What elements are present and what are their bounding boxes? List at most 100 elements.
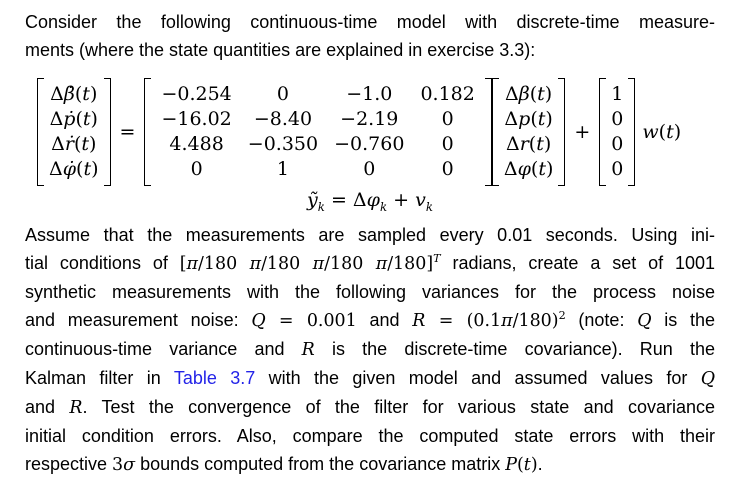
text-segment: T xyxy=(433,252,441,265)
text-segment: v xyxy=(415,189,426,211)
right-bracket xyxy=(103,78,111,186)
process-noise-term: w(t) xyxy=(642,120,681,145)
text-segment: ) xyxy=(90,108,98,130)
text-line: initial condition errors. Also, compare … xyxy=(25,422,715,450)
state-equation: Δβ̇(t) Δṗ(t) Δṙ(t) Δφ̇(t) = −0.254 0 −1.0… xyxy=(37,78,715,186)
text-segment: ) xyxy=(545,158,554,180)
left-bracket xyxy=(491,78,499,186)
text-segment: ( xyxy=(529,83,538,105)
text-segment: w xyxy=(642,120,659,143)
text-segment: Δ xyxy=(505,133,520,155)
text-segment: = 0.001 xyxy=(265,311,357,331)
text-line: continuous-time variance and R is the di… xyxy=(25,335,715,364)
text-segment: Δ xyxy=(49,108,64,130)
text-line: and measurement noise: Q = 0.001 and R =… xyxy=(25,306,715,335)
text-segment: Q xyxy=(700,369,715,389)
text-segment: . Test the convergence of the filter for… xyxy=(82,397,716,417)
text-segment: and xyxy=(25,397,70,417)
text-segment: π xyxy=(501,311,513,331)
text-segment: Q xyxy=(637,311,652,331)
text-segment: Δ xyxy=(505,83,519,105)
matrix-cell: −1.0 xyxy=(346,83,393,105)
text-segment: ) xyxy=(89,83,98,105)
text-segment: ṗ xyxy=(63,108,76,130)
text-segment: π xyxy=(249,254,262,274)
text-segment: radians, create a set of 1001 xyxy=(440,253,716,273)
text-segment: Δ xyxy=(504,108,519,130)
text-segment: ) xyxy=(91,158,99,180)
text-segment: 1 xyxy=(611,83,624,105)
text-line: Δr(t) xyxy=(504,132,554,157)
left-bracket xyxy=(599,78,607,186)
plus-sign: + xyxy=(574,121,591,143)
text-segment: and measurement noise: xyxy=(25,310,252,330)
matrix-cell: 0 xyxy=(441,108,454,130)
text-line: 1 xyxy=(611,82,623,107)
matrix-cell: −8.40 xyxy=(253,108,313,130)
text-segment: t xyxy=(82,108,91,130)
text-segment: synthetic measurements with the followin… xyxy=(25,282,715,302)
matrix-cell: −0.254 xyxy=(161,83,232,105)
text-segment: Kalman filter in xyxy=(25,368,174,388)
text-line: 0 xyxy=(611,107,623,132)
input-vector: 1 0 0 0 xyxy=(599,78,636,186)
text-line: Δβ̇(t) xyxy=(49,82,99,107)
text-segment: . xyxy=(537,454,543,474)
text-line: ments (where the state quantities are ex… xyxy=(25,36,715,64)
text-segment: β xyxy=(518,83,530,105)
text-segment: ( xyxy=(530,108,538,130)
text-segment: t xyxy=(523,455,531,475)
text-segment: t xyxy=(666,120,674,143)
text-segment: 3 xyxy=(112,455,124,475)
text-segment: /180) xyxy=(512,311,559,331)
text-segment: /180 xyxy=(261,254,313,274)
text-segment: ỹ xyxy=(307,189,318,211)
text-segment: [ xyxy=(179,254,187,274)
text-segment: ( xyxy=(74,83,83,105)
text-segment: Δ xyxy=(51,133,65,155)
text-line: Consider the following continuous-time m… xyxy=(25,8,715,36)
text-segment: 0 xyxy=(611,133,624,155)
text-segment: t xyxy=(537,108,546,130)
text-line: 0 xyxy=(611,157,623,182)
text-segment: /180] xyxy=(387,254,434,274)
system-matrix: −0.254 0 −1.0 0.182 −16.02 −8.40 −2.19 0… xyxy=(144,78,492,186)
text-segment: σ xyxy=(123,455,136,475)
text-segment: t xyxy=(538,158,546,180)
matrix-cell: 0 xyxy=(276,83,289,105)
text-segment: t xyxy=(82,83,90,105)
equals-sign: = xyxy=(119,121,136,143)
text-segment: tial conditions of xyxy=(25,253,180,273)
text-segment: r xyxy=(519,133,529,155)
text-segment: bounds computed from the covariance matr… xyxy=(135,454,506,474)
text-segment: ) xyxy=(673,120,682,143)
matrix-cell: 0 xyxy=(190,158,203,180)
text-segment: Δ xyxy=(503,158,518,180)
text-segment: ) xyxy=(530,455,538,475)
text-segment: π xyxy=(186,254,198,274)
text-segment: Consider the following continuous-time m… xyxy=(25,12,715,32)
text-segment: φ xyxy=(517,158,531,180)
text-segment: respective xyxy=(25,454,113,474)
matrix-cell: 0 xyxy=(363,158,376,180)
text-segment: ( xyxy=(530,158,539,180)
text-segment: t xyxy=(81,133,89,155)
text-segment: P xyxy=(505,455,517,475)
text-line: Δṗ(t) xyxy=(49,107,99,132)
left-bracket xyxy=(37,78,44,186)
table-3-7-link[interactable]: Table 3.7 xyxy=(173,368,256,388)
text-segment: = xyxy=(324,189,353,211)
paragraph-intro: Consider the following continuous-time m… xyxy=(25,8,715,64)
text-segment: R xyxy=(412,311,426,331)
text-segment: ( xyxy=(658,120,667,143)
text-line: ỹk = Δφk + vk xyxy=(25,187,715,213)
text-segment: ( xyxy=(76,158,84,180)
text-line: Kalman filter in Table 3.7 with the give… xyxy=(25,364,715,393)
matrix-cell: 0 xyxy=(441,158,454,180)
text-segment: 0 xyxy=(611,108,624,130)
text-segment: Δ xyxy=(352,189,367,211)
matrix-cell: −0.350 xyxy=(247,133,319,155)
text-segment: ) xyxy=(544,83,553,105)
matrix-cell: −2.19 xyxy=(340,108,399,130)
